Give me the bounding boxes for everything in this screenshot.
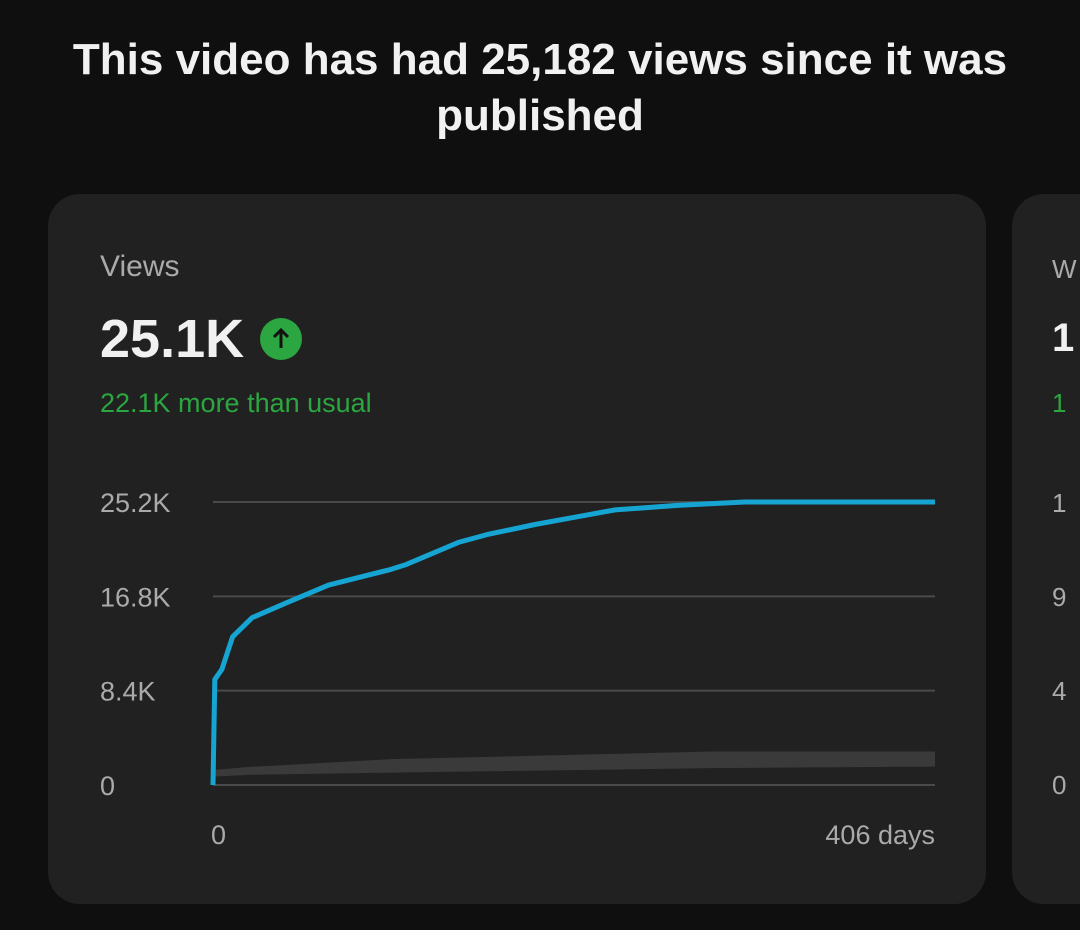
next-card-label: W (1052, 254, 1077, 284)
views-line (210, 499, 935, 786)
views-card[interactable]: Views 25.1K 22.1K more than usual 0 8.4K 1… (48, 194, 986, 904)
metric-value: 25.1K (100, 308, 303, 370)
comparison-text: 22.1K more than usual (100, 388, 372, 418)
metric-label: Views (100, 250, 180, 283)
y-tick-label: 8.4K (100, 677, 156, 707)
views-chart: 0 8.4K 16.8K 25.2K 0 406 days (100, 488, 935, 850)
typical-range-band (213, 751, 935, 777)
y-tick-label: 0 (100, 771, 115, 801)
x-tick-label: 0 (211, 820, 226, 850)
arrow-up-icon (260, 318, 303, 360)
y-tick-label: 16.8K (100, 582, 171, 612)
next-card-tick: 9 (1052, 582, 1067, 612)
next-card-tick: 1 (1052, 488, 1067, 518)
next-card-tick: 0 (1052, 770, 1067, 800)
page-title: This video has had 25,182 views since it… (72, 35, 1008, 140)
next-card-comparison: 1 (1052, 388, 1067, 418)
metric-number: 25.1K (100, 309, 245, 369)
y-tick-label: 25.2K (100, 488, 171, 518)
next-card-tick: 4 (1052, 676, 1067, 706)
next-card[interactable]: W 1 1 1 9 4 0 (1012, 194, 1080, 904)
next-card-value: 1 (1052, 316, 1075, 360)
x-tick-label: 406 days (825, 820, 935, 850)
